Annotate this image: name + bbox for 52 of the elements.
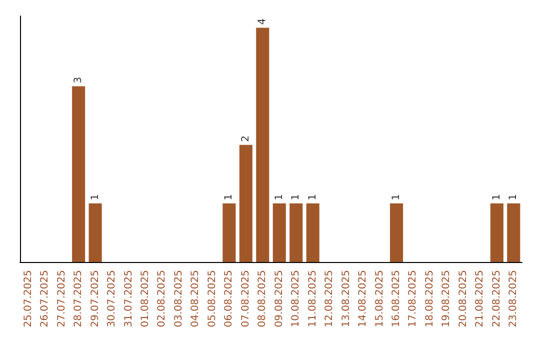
x-tick-label: 20.08.2025: [458, 270, 469, 328]
data-label: 2: [240, 135, 252, 142]
data-label: 1: [224, 194, 235, 200]
x-tick-label: 26.07.2025: [40, 270, 51, 328]
x-tick-label: 16.08.2025: [391, 270, 402, 328]
x-tick-label: 27.07.2025: [56, 270, 68, 328]
bar: [272, 203, 286, 262]
x-tick-label: 12.08.2025: [324, 270, 336, 328]
x-tick-label: 21.08.2025: [474, 270, 486, 328]
bar: [490, 203, 504, 262]
x-tick-label: 29.07.2025: [90, 270, 101, 328]
data-label: 1: [391, 194, 402, 200]
bar: [290, 203, 303, 262]
x-tick-label: 04.08.2025: [190, 270, 202, 328]
x-tick-label: 11.08.2025: [307, 270, 318, 328]
x-tick-label: 08.08.2025: [257, 270, 268, 328]
x-tick-label: 18.08.2025: [424, 270, 436, 328]
x-tick-label: 15.08.2025: [374, 270, 386, 328]
bar: [239, 144, 252, 262]
bar: [306, 203, 320, 262]
data-label: 1: [307, 194, 318, 200]
data-label: 3: [73, 76, 84, 84]
data-label: 1: [274, 194, 285, 200]
x-tick-label: 31.07.2025: [123, 270, 134, 328]
data-label: 4: [257, 18, 268, 25]
data-label: 1: [90, 194, 101, 200]
bar: [88, 203, 102, 262]
x-tick-label: 17.08.2025: [408, 270, 419, 328]
x-tick-label: 28.07.2025: [73, 270, 84, 328]
bar: [390, 203, 404, 262]
x-tick-label: 22.08.2025: [491, 270, 502, 328]
x-tick-label: 02.08.2025: [156, 270, 168, 328]
x-tick-label: 05.08.2025: [206, 270, 218, 328]
bar: [256, 28, 270, 262]
x-tick-label: 14.08.2025: [358, 270, 369, 328]
bar: [222, 203, 236, 262]
x-tick-label: 09.08.2025: [274, 270, 285, 328]
x-tick-label: 03.08.2025: [173, 270, 184, 328]
bar: [507, 203, 520, 262]
data-label: 1: [508, 194, 520, 200]
x-tick-label: 30.07.2025: [106, 270, 118, 328]
x-tick-label: 13.08.2025: [340, 270, 352, 328]
data-label: 1: [491, 194, 502, 200]
x-tick-label: 06.08.2025: [224, 270, 235, 328]
data-label: 1: [290, 194, 302, 200]
x-tick-label: 01.08.2025: [140, 270, 151, 328]
x-tick-label: 23.08.2025: [508, 270, 520, 328]
bar: [72, 86, 86, 262]
x-tick-label: 07.08.2025: [240, 270, 252, 328]
x-tick-label: 19.08.2025: [441, 270, 452, 328]
x-tick-label: 10.08.2025: [290, 270, 302, 328]
x-tick-label: 25.07.2025: [22, 270, 34, 328]
